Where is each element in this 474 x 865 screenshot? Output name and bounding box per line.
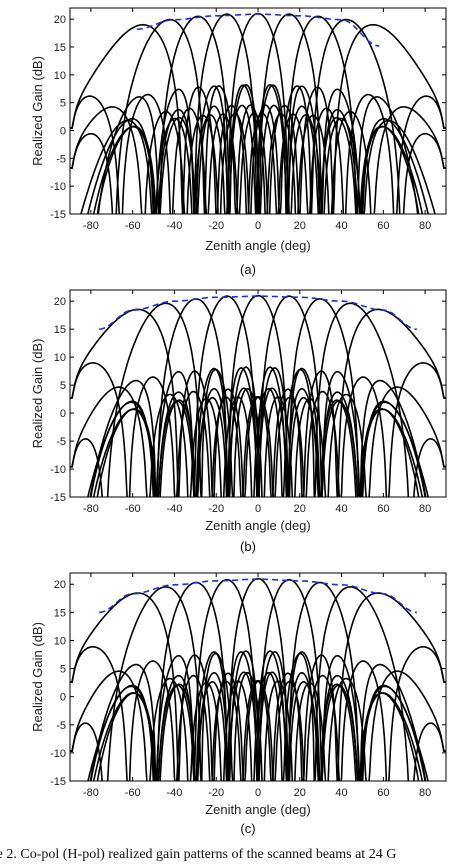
envelope-curve xyxy=(99,295,417,330)
y-tick-label: -15 xyxy=(50,492,66,504)
y-tick-label: 20 xyxy=(54,296,66,308)
x-tick-label: 0 xyxy=(255,220,261,232)
x-tick-label: -20 xyxy=(208,220,224,232)
y-tick-label: 0 xyxy=(60,125,66,137)
x-tick-label: 40 xyxy=(335,220,347,232)
y-tick-label: -15 xyxy=(50,776,66,788)
x-tick-label: -60 xyxy=(125,220,141,232)
beam-curve-9 xyxy=(70,23,446,214)
x-tick-label: 60 xyxy=(377,787,389,799)
figure-caption-text: re 2. Co-pol (H-pol) realized gain patte… xyxy=(0,847,397,862)
beam-curve-7 xyxy=(80,15,419,214)
x-tick-label: 60 xyxy=(377,503,389,515)
y-tick-label: 5 xyxy=(60,380,66,392)
y-tick-label: 10 xyxy=(54,70,66,82)
y-tick-label: 15 xyxy=(54,42,66,54)
beam-curve-3 xyxy=(89,298,427,497)
x-tick-label: 60 xyxy=(377,220,389,232)
y-tick-label: 0 xyxy=(60,408,66,420)
beam-curve-8 xyxy=(70,586,446,781)
x-tick-label: 80 xyxy=(419,503,431,515)
x-axis-label: Zenith angle (deg) xyxy=(205,238,311,253)
beam-curve-8 xyxy=(70,18,446,214)
beam-curve-8 xyxy=(70,302,446,497)
x-tick-label: 80 xyxy=(419,220,431,232)
beam-curve-6 xyxy=(96,578,429,781)
y-tick-label: -10 xyxy=(50,748,66,760)
x-tick-label: -80 xyxy=(83,503,99,515)
y-axis-label: Realized Gain (dB) xyxy=(30,56,45,166)
x-tick-label: 80 xyxy=(419,787,431,799)
y-tick-label: 0 xyxy=(60,692,66,704)
x-tick-label: 0 xyxy=(255,787,261,799)
x-tick-label: -80 xyxy=(83,220,99,232)
y-tick-label: -15 xyxy=(50,209,66,221)
x-tick-label: -40 xyxy=(166,787,182,799)
x-tick-label: 40 xyxy=(335,787,347,799)
x-tick-label: -20 xyxy=(208,787,224,799)
x-tick-label: 0 xyxy=(255,503,261,515)
x-tick-label: 20 xyxy=(294,220,306,232)
y-tick-label: 20 xyxy=(54,579,66,591)
x-tick-label: -40 xyxy=(166,503,182,515)
y-axis-label: Realized Gain (dB) xyxy=(30,339,45,449)
y-tick-label: -5 xyxy=(56,153,66,165)
series-group xyxy=(70,577,446,781)
x-tick-label: -60 xyxy=(125,787,141,799)
x-axis-label: Zenith angle (deg) xyxy=(205,802,311,817)
chart-panel-c: -80 -60 -40 -20 0 20 40 60 80 -15 -10 -5 0 5 10 15 20 Zen… xyxy=(30,572,447,836)
y-tick-label: -5 xyxy=(56,436,66,448)
chart-panel-a: -80 -60 -40 -20 0 20 40 60 80 -15 -10 -5 0 5 10 15 20 Zen… xyxy=(30,7,447,277)
panel-sublabel: (b) xyxy=(240,539,256,554)
x-axis-label: Zenith angle (deg) xyxy=(205,518,311,533)
x-tick-label: -40 xyxy=(166,220,182,232)
beam-curve-7 xyxy=(90,581,427,781)
panel-sublabel: (c) xyxy=(240,821,255,836)
y-tick-label: -5 xyxy=(56,720,66,732)
chart-panel-b: -80 -60 -40 -20 0 20 40 60 80 -15 -10 -5 0 5 10 15 20 Zen… xyxy=(30,289,447,554)
series-group xyxy=(70,12,446,214)
y-tick-label: -10 xyxy=(50,181,66,193)
x-tick-label: -80 xyxy=(83,787,99,799)
y-tick-label: 15 xyxy=(54,324,66,336)
y-tick-label: 15 xyxy=(54,607,66,619)
y-axis-label: Realized Gain (dB) xyxy=(30,622,45,732)
y-tick-label: 20 xyxy=(54,14,66,26)
beam-curve-3 xyxy=(89,581,426,781)
x-tick-label: -60 xyxy=(125,503,141,515)
envelope-curve xyxy=(136,13,380,47)
x-tick-label: 40 xyxy=(335,503,347,515)
y-tick-label: 10 xyxy=(54,635,66,647)
x-tick-label: 20 xyxy=(294,787,306,799)
series-group xyxy=(70,294,446,497)
figure-caption: re 2. Co-pol (H-pol) realized gain patte… xyxy=(0,847,474,865)
envelope-curve xyxy=(99,578,417,614)
beam-curve-7 xyxy=(89,298,427,497)
y-tick-label: 10 xyxy=(54,352,66,364)
y-tick-label: 5 xyxy=(60,98,66,110)
panel-sublabel: (a) xyxy=(240,262,256,277)
y-tick-label: -10 xyxy=(50,464,66,476)
y-tick-label: 5 xyxy=(60,664,66,676)
x-tick-label: -20 xyxy=(208,503,224,515)
x-tick-label: 20 xyxy=(294,503,306,515)
beam-curve-6 xyxy=(96,295,429,497)
